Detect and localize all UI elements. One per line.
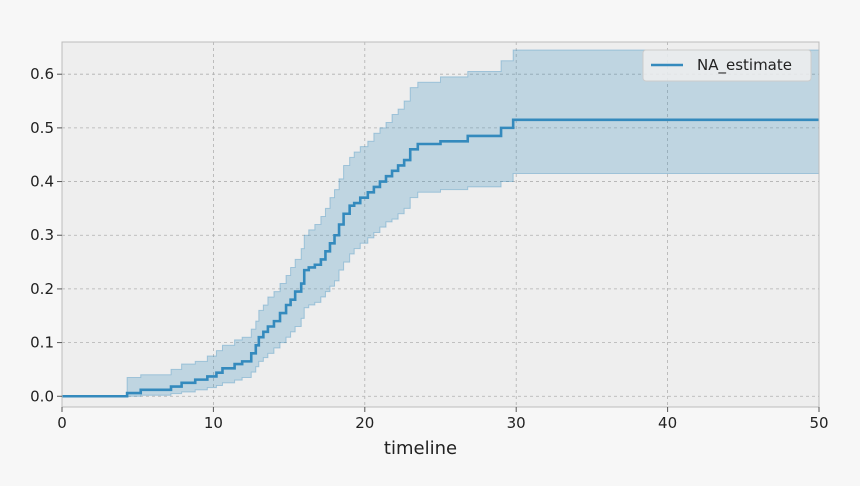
x-tick-label: 0 <box>57 414 67 432</box>
y-tick-label: 0.0 <box>30 387 54 405</box>
y-tick-label: 0.4 <box>30 173 54 191</box>
x-tick-label: 50 <box>809 414 828 432</box>
y-tick-label: 0.2 <box>30 280 54 298</box>
x-axis-ticks: 0 10 20 30 40 50 <box>57 407 829 432</box>
y-tick-label: 0.1 <box>30 334 54 352</box>
x-tick-label: 20 <box>355 414 374 432</box>
x-tick-label: 10 <box>204 414 223 432</box>
y-tick-label: 0.3 <box>30 226 54 244</box>
legend-box <box>642 49 812 82</box>
x-tick-label: 30 <box>507 414 526 432</box>
x-axis-label: timeline <box>384 438 457 459</box>
series-line-na-estimate <box>62 118 819 398</box>
y-axis-ticks: 0.0 0.1 0.2 0.3 0.4 0.5 0.6 <box>30 65 62 405</box>
x-tick-label: 40 <box>658 414 677 432</box>
legend-label: NA_estimate <box>697 56 792 75</box>
y-tick-label: 0.5 <box>30 119 54 137</box>
y-tick-label: 0.6 <box>30 65 54 83</box>
plot-frame <box>61 41 820 408</box>
plot-background <box>62 42 819 407</box>
legend: NA_estimate <box>642 49 812 82</box>
